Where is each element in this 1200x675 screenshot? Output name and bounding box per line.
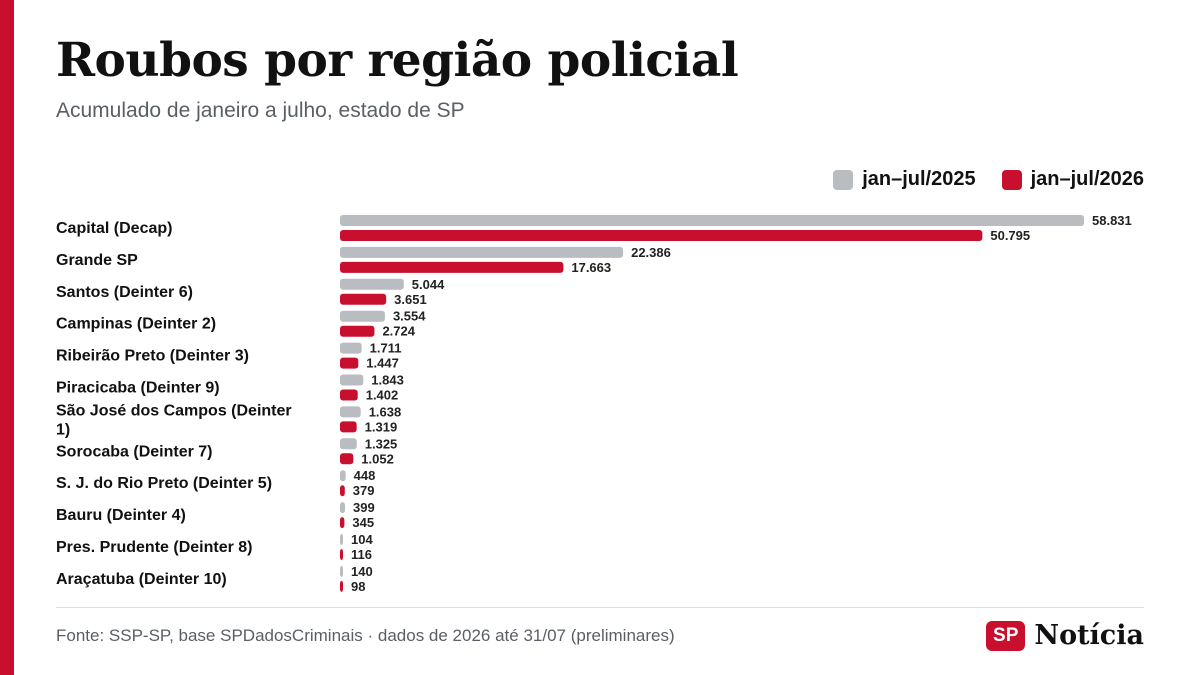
value-label-sorocaba-deinter-7-2026: 1.052 — [361, 451, 394, 466]
value-label-aracatuba-deinter-10-2026: 98 — [351, 579, 365, 594]
value-label-piracicaba-deinter-9-2026: 1.402 — [366, 388, 399, 403]
category-label-aracatuba-deinter-10: Araçatuba (Deinter 10) — [56, 571, 227, 588]
category-label-s-j-do-rio-preto-deinter-5: S. J. do Rio Preto (Deinter 5) — [56, 475, 272, 492]
value-label-s-j-do-rio-preto-deinter-5-2025: 448 — [354, 468, 376, 483]
category-label-bauru-deinter-4: Bauru (Deinter 4) — [56, 507, 186, 524]
legend-label-2025: jan–jul/2025 — [862, 168, 976, 190]
value-label-pres-prudente-deinter-8-2025: 104 — [351, 532, 373, 547]
bar-sao-jose-dos-campos-deinter-1-2026 — [340, 421, 357, 433]
bar-campinas-deinter-2-2025 — [340, 310, 385, 322]
bar-pres-prudente-deinter-8-2026 — [340, 549, 343, 560]
bar-grande-sp-2026 — [340, 261, 564, 273]
accent-bar — [0, 0, 14, 675]
bar-piracicaba-deinter-9-2026 — [340, 389, 358, 401]
bar-sorocaba-deinter-7-2025 — [340, 438, 357, 450]
category-label-sao-jose-dos-campos-deinter-1: São José dos Campos (Deinter 1) — [56, 402, 292, 438]
source-note: Fonte: SSP-SP, base SPDadosCriminais · d… — [56, 626, 675, 645]
value-label-sao-jose-dos-campos-deinter-1-2026: 1.319 — [365, 419, 398, 434]
legend-swatch-2025 — [833, 169, 854, 190]
bar-s-j-do-rio-preto-deinter-5-2025 — [340, 470, 346, 482]
value-label-aracatuba-deinter-10-2025: 140 — [351, 564, 373, 579]
bar-santos-deinter-6-2025 — [340, 278, 404, 290]
logo-badge: SP — [986, 620, 1026, 651]
legend-item-2025: jan–jul/2025 — [833, 168, 976, 191]
value-label-piracicaba-deinter-9-2025: 1.843 — [371, 373, 404, 388]
value-label-capital-decap-2025: 58.831 — [1092, 213, 1132, 228]
bar-pres-prudente-deinter-8-2025 — [340, 534, 343, 545]
brand-logo: SP Notícia — [986, 620, 1144, 651]
bar-aracatuba-deinter-10-2026 — [340, 580, 343, 592]
value-label-santos-deinter-6-2025: 5.044 — [412, 277, 445, 292]
bar-capital-decap-2026 — [340, 230, 983, 241]
value-label-pres-prudente-deinter-8-2026: 116 — [351, 547, 372, 562]
value-label-grande-sp-2025: 22.386 — [631, 245, 671, 260]
bar-ribeirao-preto-deinter-3-2026 — [340, 357, 359, 369]
value-label-bauru-deinter-4-2025: 399 — [353, 500, 375, 515]
bar-grande-sp-2025 — [340, 246, 624, 258]
bar-sao-jose-dos-campos-deinter-1-2025 — [340, 406, 361, 418]
bar-bauru-deinter-4-2025 — [340, 502, 346, 514]
bar-bauru-deinter-4-2026 — [340, 517, 345, 529]
value-label-s-j-do-rio-preto-deinter-5-2026: 379 — [353, 483, 375, 498]
legend: jan–jul/2025 jan–jul/2026 — [833, 168, 1144, 191]
category-label-piracicaba-deinter-9: Piracicaba (Deinter 9) — [56, 380, 220, 397]
bar-piracicaba-deinter-9-2025 — [340, 374, 364, 386]
bar-aracatuba-deinter-10-2025 — [340, 565, 343, 577]
category-label-santos-deinter-6: Santos (Deinter 6) — [56, 284, 193, 301]
category-label-campinas-deinter-2: Campinas (Deinter 2) — [56, 316, 216, 333]
legend-swatch-2026 — [1001, 169, 1022, 190]
chart-subtitle: Acumulado de janeiro a julho, estado de … — [56, 99, 465, 122]
category-label-sorocaba-deinter-7: Sorocaba (Deinter 7) — [56, 443, 212, 460]
legend-item-2026: jan–jul/2026 — [1001, 168, 1144, 191]
value-label-campinas-deinter-2-2025: 3.554 — [393, 309, 426, 324]
category-label-pres-prudente-deinter-8: Pres. Prudente (Deinter 8) — [56, 539, 253, 556]
value-label-grande-sp-2026: 17.663 — [571, 260, 611, 275]
value-label-sao-jose-dos-campos-deinter-1-2025: 1.638 — [369, 404, 402, 419]
bar-ribeirao-preto-deinter-3-2025 — [340, 342, 362, 354]
category-label-grande-sp: Grande SP — [56, 252, 138, 269]
value-label-campinas-deinter-2-2026: 2.724 — [382, 324, 415, 339]
category-label-capital-decap: Capital (Decap) — [56, 220, 172, 237]
footer-divider — [56, 607, 1144, 608]
value-label-ribeirao-preto-deinter-3-2025: 1.711 — [370, 341, 402, 356]
bar-capital-decap-2025 — [340, 215, 1084, 226]
value-label-santos-deinter-6-2026: 3.651 — [394, 292, 427, 307]
bar-campinas-deinter-2-2026 — [340, 325, 375, 337]
bar-s-j-do-rio-preto-deinter-5-2026 — [340, 485, 345, 497]
value-label-capital-decap-2026: 50.795 — [990, 228, 1030, 243]
bar-sorocaba-deinter-7-2026 — [340, 453, 354, 465]
logo-text: Notícia — [1034, 620, 1144, 651]
value-label-sorocaba-deinter-7-2025: 1.325 — [365, 436, 398, 451]
chart-title: Roubos por região policial — [56, 33, 739, 88]
value-label-bauru-deinter-4-2026: 345 — [352, 515, 374, 530]
category-label-ribeirao-preto-deinter-3: Ribeirão Preto (Deinter 3) — [56, 348, 249, 365]
legend-label-2026: jan–jul/2026 — [1030, 168, 1144, 190]
bar-santos-deinter-6-2026 — [340, 293, 387, 305]
value-label-ribeirao-preto-deinter-3-2026: 1.447 — [366, 356, 399, 371]
